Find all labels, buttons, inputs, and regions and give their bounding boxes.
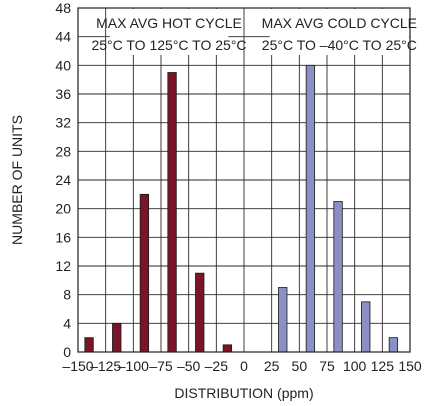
- x-tick-label: 150: [398, 358, 422, 374]
- annotations: MAX AVG HOT CYCLE 25°C TO 125°C TO 25°C MA…: [91, 9, 417, 55]
- x-tick-label: 100: [343, 358, 367, 374]
- y-axis-title: NUMBER OF UNITS: [9, 115, 25, 245]
- x-tick-label: –75: [149, 358, 173, 374]
- x-tick-label: –100: [118, 358, 149, 374]
- y-tick-label: 0: [63, 344, 71, 360]
- annotation-line1: MAX AVG COLD CYCLE: [262, 15, 417, 31]
- bar: [388, 337, 399, 353]
- x-tick-label: –125: [90, 358, 121, 374]
- bar: [278, 287, 288, 353]
- bar: [167, 72, 177, 353]
- bar: [84, 337, 94, 353]
- x-tick-label: –25: [205, 358, 229, 374]
- bar: [361, 301, 371, 353]
- grid-lines: [77, 7, 411, 353]
- x-tick-label: 125: [371, 358, 395, 374]
- y-tick-label: 40: [55, 57, 71, 73]
- x-tick-label: –50: [177, 358, 201, 374]
- bar: [195, 272, 205, 353]
- y-tick-label: 28: [55, 143, 71, 159]
- x-tick-label: 75: [319, 358, 335, 374]
- y-tick-label: 20: [55, 201, 71, 217]
- x-tick-label: 25: [264, 358, 280, 374]
- y-tick-label: 8: [63, 287, 71, 303]
- y-tick-label: 4: [63, 315, 71, 331]
- bar: [139, 193, 150, 353]
- y-tick-label: 16: [55, 229, 71, 245]
- annotation-line2: 25°C TO 125°C TO 25°C: [91, 37, 246, 53]
- bar: [222, 344, 233, 353]
- y-tick-label: 48: [55, 0, 71, 16]
- annotation-background: [109, 9, 229, 55]
- y-tick-label: 24: [55, 172, 71, 188]
- annotation-line2: 25°C TO –40°C TO 25°C: [262, 37, 417, 53]
- y-tick-label: 36: [55, 86, 71, 102]
- x-tick-label: 50: [292, 358, 308, 374]
- bar: [305, 64, 316, 353]
- plot-frame: [77, 7, 411, 353]
- bar: [112, 322, 122, 353]
- x-tick-label: 0: [240, 358, 248, 374]
- annotation-line1: MAX AVG HOT CYCLE: [96, 15, 242, 31]
- y-tick-label: 44: [55, 29, 71, 45]
- y-tick-label: 32: [55, 115, 71, 131]
- bar: [333, 201, 343, 353]
- y-tick-label: 12: [55, 258, 71, 274]
- bars: [84, 64, 399, 353]
- annotation-background: [269, 9, 409, 55]
- x-axis-title: DISTRIBUTION (ppm): [174, 385, 313, 401]
- x-tick-label: –150: [62, 358, 93, 374]
